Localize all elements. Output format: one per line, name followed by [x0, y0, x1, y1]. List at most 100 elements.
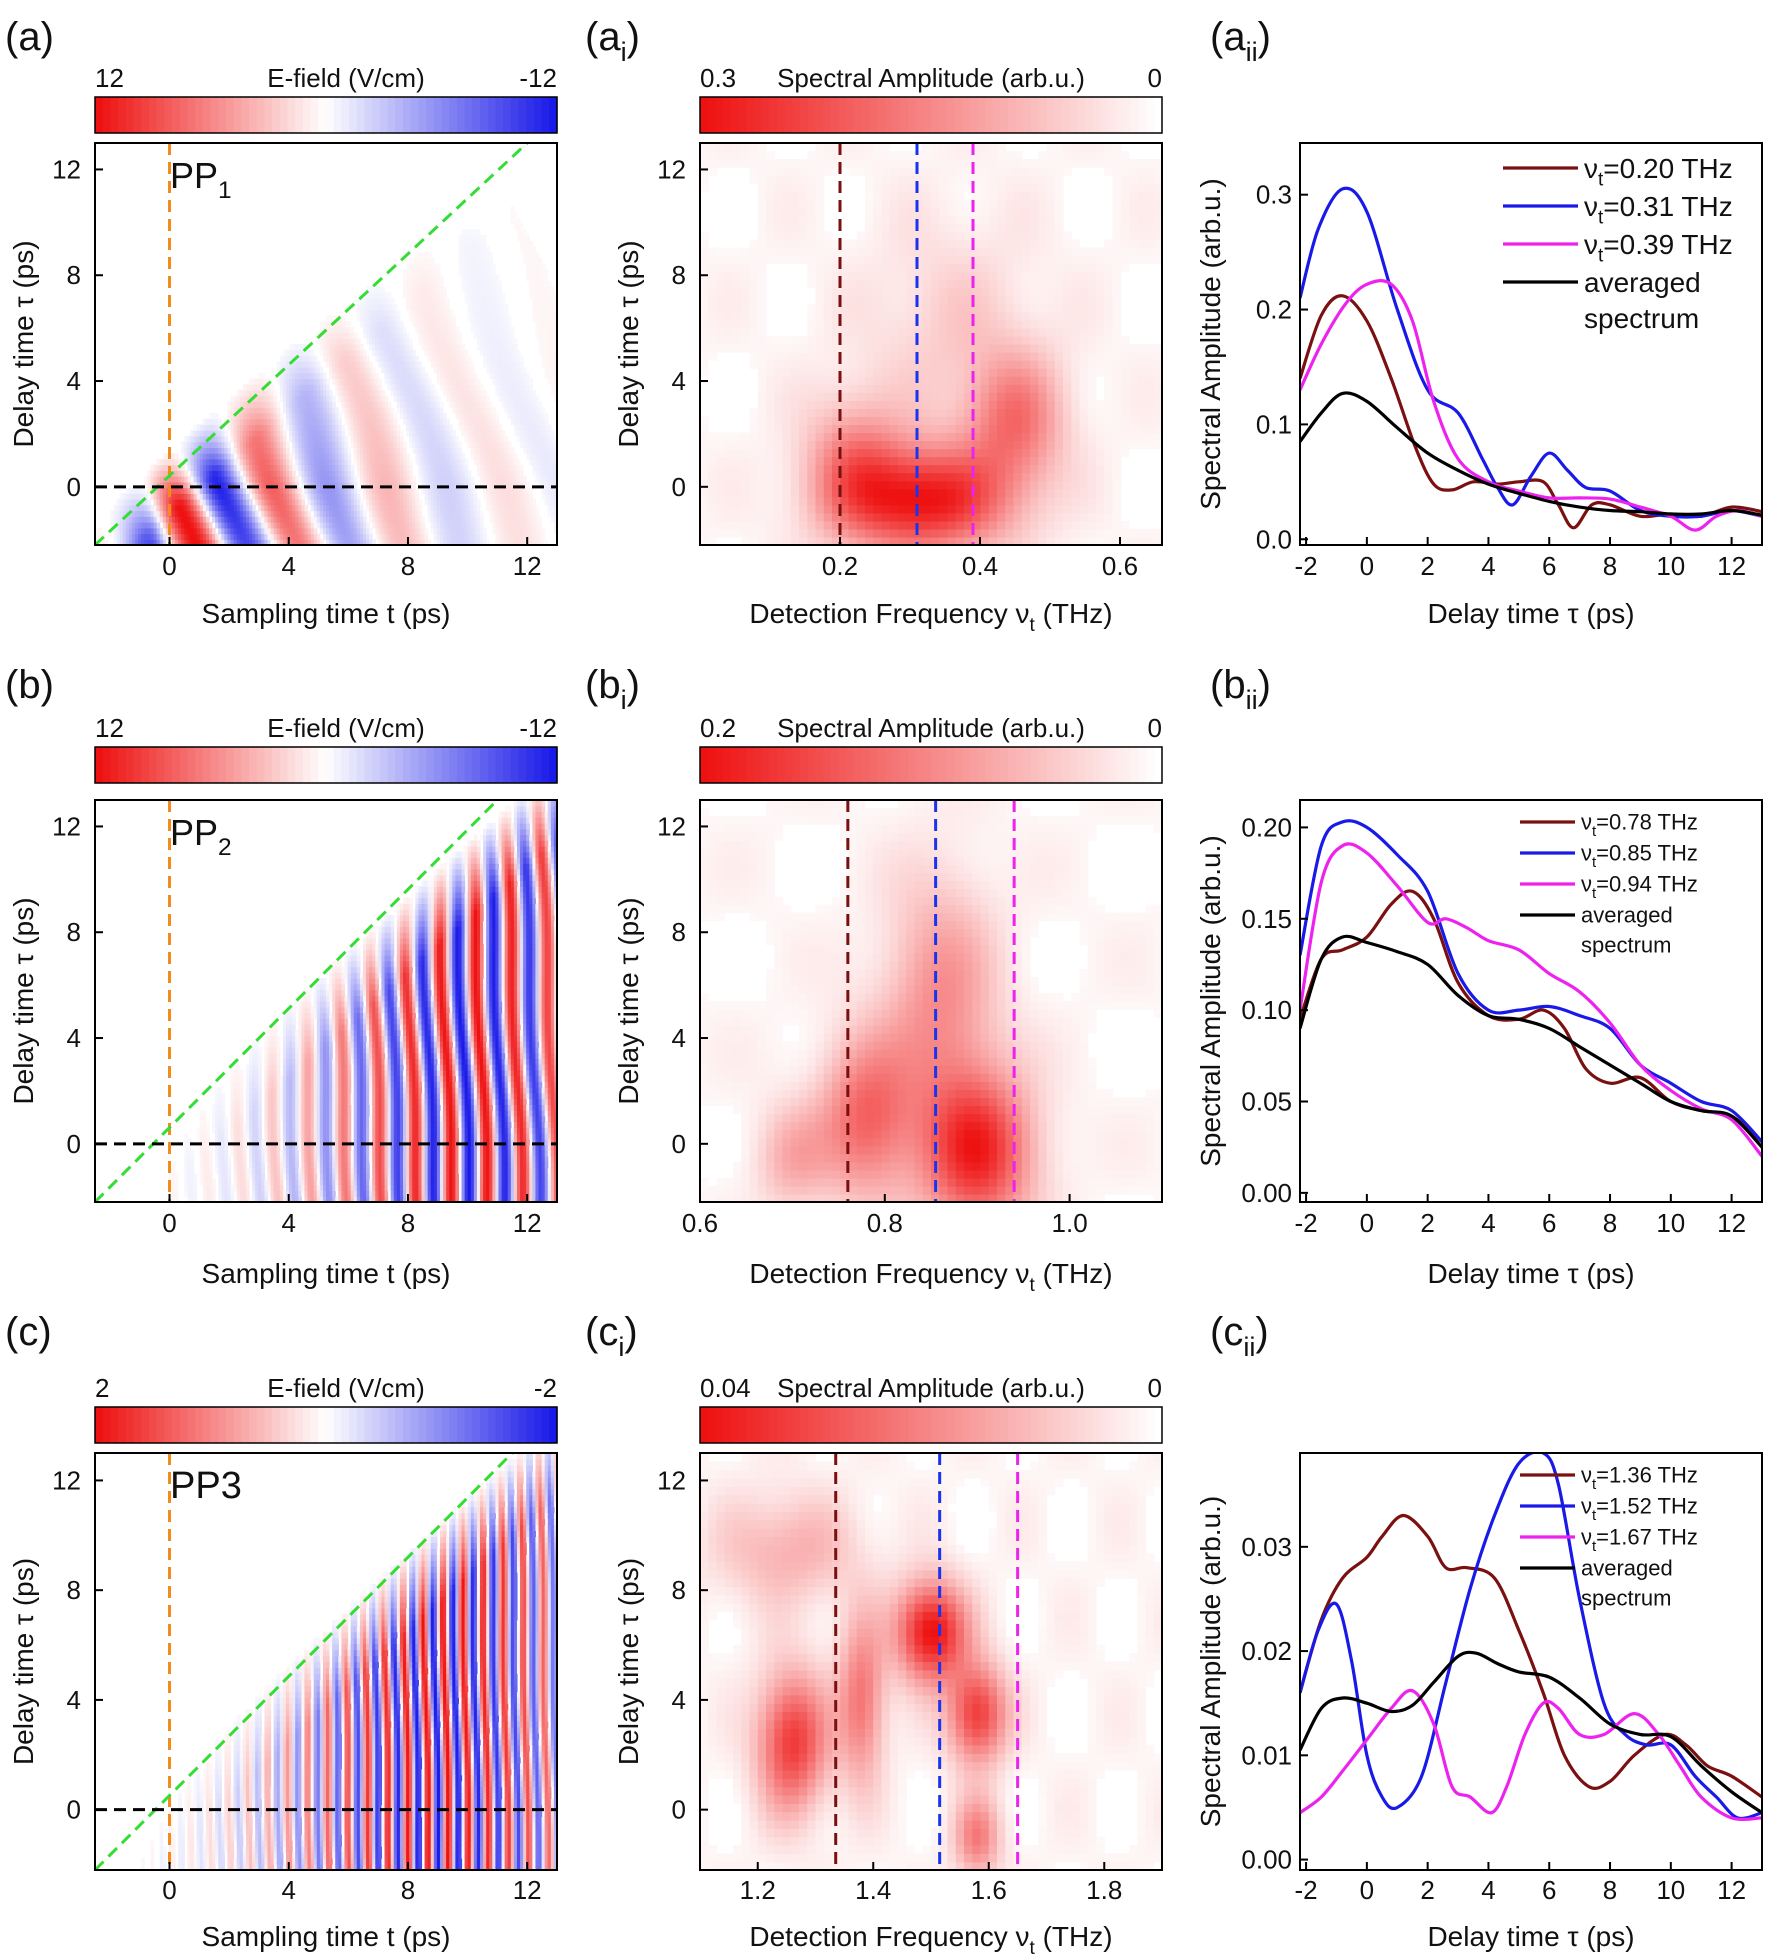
- heatmap-cell: [298, 447, 302, 454]
- heatmap-cell: [476, 321, 481, 328]
- heatmap-cell: [369, 326, 373, 334]
- heatmap-cell: [344, 321, 349, 328]
- heatmap-cell: [249, 447, 253, 454]
- heatmap-cell: [501, 349, 506, 357]
- heatmap-cell: [279, 470, 284, 477]
- heatmap-cell: [1071, 528, 1081, 538]
- heatmap-cell: [399, 332, 404, 339]
- heatmap-cell: [406, 458, 410, 466]
- heatmap-cell: [535, 418, 540, 425]
- heatmap-cell: [384, 481, 389, 489]
- heatmap-cell: [193, 510, 198, 517]
- heatmap-cell: [458, 361, 463, 368]
- heatmap-cell: [245, 493, 250, 500]
- heatmap-cell: [366, 539, 370, 546]
- heatmap-cell: [480, 401, 484, 408]
- heatmap-cell: [347, 430, 352, 437]
- heatmap-cell: [387, 447, 392, 454]
- heatmap-cell: [470, 424, 475, 431]
- heatmap-cell: [289, 424, 293, 431]
- heatmap-cell: [175, 470, 179, 477]
- heatmap-cell: [399, 355, 404, 362]
- heatmap-cell: [162, 539, 167, 546]
- heatmap-cell: [344, 487, 349, 494]
- heatmap-cell: [823, 520, 833, 530]
- heatmap-cell: [443, 487, 447, 494]
- heatmap-cell: [175, 499, 179, 506]
- heatmap-cell: [504, 527, 509, 535]
- heatmap-cell: [547, 493, 552, 500]
- colorbar-cell: [249, 97, 258, 133]
- colorbar-cell: [884, 97, 894, 133]
- heatmap-cell: [1046, 512, 1056, 522]
- heatmap-cell: [406, 504, 410, 512]
- heatmap-cell: [513, 516, 518, 523]
- heatmap-cell: [489, 453, 493, 460]
- heatmap-cell: [215, 418, 219, 425]
- heatmap-cell: [526, 441, 530, 448]
- heatmap-cell: [366, 430, 370, 437]
- heatmap-cell: [415, 407, 419, 414]
- heatmap-cell: [387, 349, 392, 357]
- heatmap-cell: [390, 504, 395, 512]
- heatmap-cell: [421, 332, 426, 339]
- heatmap-cell: [307, 389, 312, 397]
- heatmap-cell: [446, 303, 450, 311]
- heatmap-cell: [516, 395, 521, 403]
- heatmap-cell: [406, 516, 410, 523]
- heatmap-cell: [553, 493, 558, 500]
- heatmap-cell: [199, 453, 204, 460]
- heatmap-cell: [418, 476, 423, 483]
- heatmap-cell: [483, 453, 487, 460]
- heatmap-cell: [230, 539, 235, 546]
- heatmap-cell: [289, 458, 293, 466]
- heatmap-cell: [125, 487, 130, 494]
- heatmap-cell: [310, 522, 315, 529]
- heatmap-cell: [403, 361, 407, 368]
- heatmap-cell: [384, 326, 389, 334]
- heatmap-cell: [236, 418, 241, 425]
- heatmap-cell: [285, 499, 290, 506]
- heatmap-cell: [341, 407, 346, 414]
- heatmap-cell: [516, 481, 521, 489]
- colorbar-cell: [1069, 97, 1078, 133]
- colorbar-title: E-field (V/cm): [267, 63, 424, 93]
- heatmap-cell: [396, 470, 401, 477]
- heatmap-cell: [470, 361, 475, 368]
- heatmap-cell: [489, 441, 493, 448]
- heatmap-cell: [415, 527, 419, 535]
- heatmap-cell: [338, 487, 342, 494]
- heatmap-cells: [700, 143, 1163, 546]
- heatmap-cell: [467, 430, 472, 437]
- panel-label-part: (a: [585, 15, 621, 59]
- heatmap-cell: [547, 338, 552, 345]
- heatmap-cell: [387, 292, 392, 299]
- heatmap-cell: [205, 510, 210, 517]
- heatmap-cell: [104, 539, 108, 546]
- heatmap-cell: [510, 522, 515, 529]
- heatmap-cell: [270, 389, 275, 397]
- heatmap-cell: [221, 464, 225, 471]
- heatmap-cell: [190, 453, 195, 460]
- heatmap-cell: [464, 464, 469, 471]
- heatmap-cell: [476, 527, 481, 535]
- heatmap-cell: [119, 499, 124, 506]
- heatmap-cell: [495, 389, 500, 397]
- heatmap-cell: [221, 430, 225, 437]
- heatmap-cell: [261, 470, 265, 477]
- heatmap-cell: [470, 481, 475, 489]
- heatmap-cell: [119, 522, 124, 529]
- heatmap-cell: [541, 349, 546, 357]
- heatmap-cell: [547, 441, 552, 448]
- heatmap-cell: [470, 527, 475, 535]
- heatmap-cell: [504, 344, 509, 351]
- heatmap-cell: [267, 516, 272, 523]
- heatmap-cell: [421, 435, 426, 443]
- heatmap-cell: [430, 481, 435, 489]
- heatmap-cell: [335, 499, 339, 506]
- heatmap-cell: [122, 539, 127, 546]
- heatmap-cell: [510, 533, 515, 540]
- heatmap-cell: [535, 441, 540, 448]
- heatmap-cell: [486, 470, 490, 477]
- heatmap-cell: [1120, 528, 1130, 538]
